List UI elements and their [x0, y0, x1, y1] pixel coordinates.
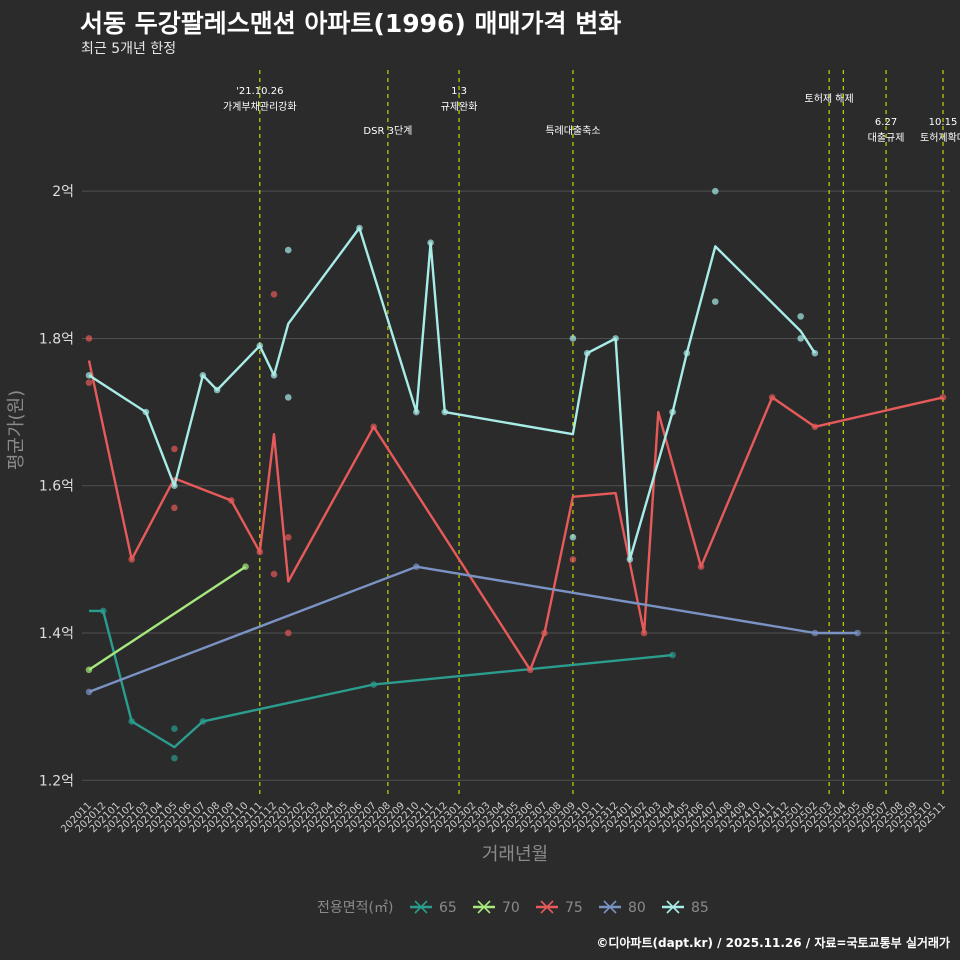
event-label: 규제완화 — [441, 101, 478, 113]
event-label: 특례대출축소 — [545, 125, 600, 137]
data-point-85 — [797, 313, 804, 320]
data-point-85 — [569, 533, 577, 541]
event-label: '21.10.26 — [236, 86, 283, 97]
data-point-85 — [142, 408, 150, 416]
event-label: 가계부채관리강화 — [223, 101, 297, 113]
event-label: 6.27 — [875, 117, 897, 128]
data-point-75 — [569, 556, 577, 563]
y-tick-label: 1.8억 — [39, 331, 74, 347]
data-point-75 — [640, 629, 648, 637]
data-point-85 — [441, 408, 449, 416]
data-point-85 — [583, 349, 591, 357]
y-tick-label: 1.2억 — [39, 773, 74, 789]
data-point-85 — [569, 335, 577, 342]
data-point-65 — [199, 718, 207, 725]
data-point-65 — [99, 607, 107, 615]
legend-label: 65 — [439, 900, 457, 916]
data-point-85 — [356, 224, 363, 232]
series-line-75 — [87, 360, 944, 671]
y-tick-label: 1.4억 — [39, 626, 74, 642]
series-line-85 — [88, 226, 816, 561]
y-axis-title: 평균가(원) — [6, 390, 27, 470]
legend-key-cross — [540, 900, 554, 914]
data-point-80 — [85, 688, 93, 696]
data-point-85 — [612, 335, 619, 342]
data-point-85 — [711, 298, 719, 305]
legend-key-cross — [603, 900, 617, 914]
data-point-75 — [171, 504, 178, 512]
legend-key-cross — [666, 900, 680, 914]
data-point-70 — [85, 666, 93, 674]
data-point-75 — [270, 290, 278, 298]
legend-label: 70 — [502, 900, 520, 916]
legend-label: 80 — [628, 900, 646, 916]
data-point-75 — [128, 556, 135, 563]
source-caption: ©디아파트(dapt.kr) / 2025.11.26 / 자료=국토교통부 실… — [596, 936, 950, 950]
data-point-75 — [768, 394, 776, 401]
data-point-85 — [199, 371, 207, 379]
data-point-75 — [541, 629, 548, 637]
series-line-80 — [88, 565, 858, 694]
legend-label: 85 — [691, 900, 709, 916]
data-point-85 — [811, 349, 819, 357]
data-point-65 — [669, 651, 676, 659]
legend-key-cross — [477, 900, 491, 914]
data-point-75 — [284, 629, 292, 637]
data-point-75 — [228, 497, 235, 504]
series-line-70 — [88, 565, 247, 671]
data-point-85 — [711, 187, 719, 195]
data-point-85 — [626, 556, 634, 563]
legend-label: 75 — [565, 900, 583, 916]
data-point-85 — [284, 394, 292, 401]
data-point-85 — [171, 482, 178, 490]
data-point-75 — [526, 666, 534, 674]
data-point-85 — [85, 371, 93, 379]
data-point-85 — [213, 386, 221, 394]
event-label: 10.15 — [929, 117, 958, 128]
event-label: 대출규제 — [868, 132, 905, 144]
data-point-85 — [427, 239, 434, 247]
data-point-65 — [171, 725, 178, 733]
event-label: 토허제 해제 — [805, 92, 854, 105]
event-label: 1.3 — [451, 86, 467, 97]
data-point-85 — [270, 371, 278, 379]
data-point-75 — [270, 570, 278, 578]
data-point-85 — [256, 342, 264, 350]
data-point-75 — [939, 394, 947, 401]
data-point-75 — [370, 423, 377, 431]
data-point-80 — [811, 629, 819, 637]
data-point-85 — [797, 335, 804, 342]
y-tick-label: 1.6억 — [39, 479, 74, 495]
legend-title: 전용면적(㎡) — [317, 900, 393, 916]
chart-subtitle: 최근 5개년 한정 — [81, 41, 177, 57]
data-point-75 — [85, 379, 93, 386]
data-point-75 — [697, 563, 705, 571]
data-point-65 — [128, 718, 135, 725]
data-point-70 — [242, 563, 249, 571]
data-point-65 — [171, 754, 178, 762]
data-point-85 — [413, 408, 420, 416]
chart-title: 서동 두강팔레스맨션 아파트(1996) 매매가격 변화 — [80, 9, 622, 38]
data-point-75 — [256, 548, 264, 556]
data-point-75 — [284, 533, 292, 541]
data-point-85 — [284, 246, 292, 254]
data-point-75 — [171, 445, 178, 453]
event-label: 토허제확대 — [920, 132, 960, 144]
data-point-65 — [370, 681, 377, 688]
data-point-85 — [683, 349, 691, 357]
data-point-80 — [854, 629, 861, 637]
data-point-75 — [85, 335, 93, 342]
legend-key-cross — [414, 900, 428, 914]
y-tick-label: 2억 — [52, 184, 74, 200]
data-point-80 — [413, 563, 420, 571]
event-label: DSR 3단계 — [363, 125, 412, 137]
data-point-85 — [669, 408, 676, 416]
x-axis-title: 거래년월 — [482, 844, 548, 865]
data-point-75 — [811, 423, 819, 431]
